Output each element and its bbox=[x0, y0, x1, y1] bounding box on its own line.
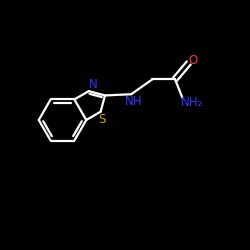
Text: NH: NH bbox=[124, 95, 142, 108]
Text: N: N bbox=[89, 78, 98, 90]
Text: O: O bbox=[188, 54, 198, 67]
Text: S: S bbox=[98, 113, 106, 126]
Text: NH₂: NH₂ bbox=[181, 96, 203, 109]
